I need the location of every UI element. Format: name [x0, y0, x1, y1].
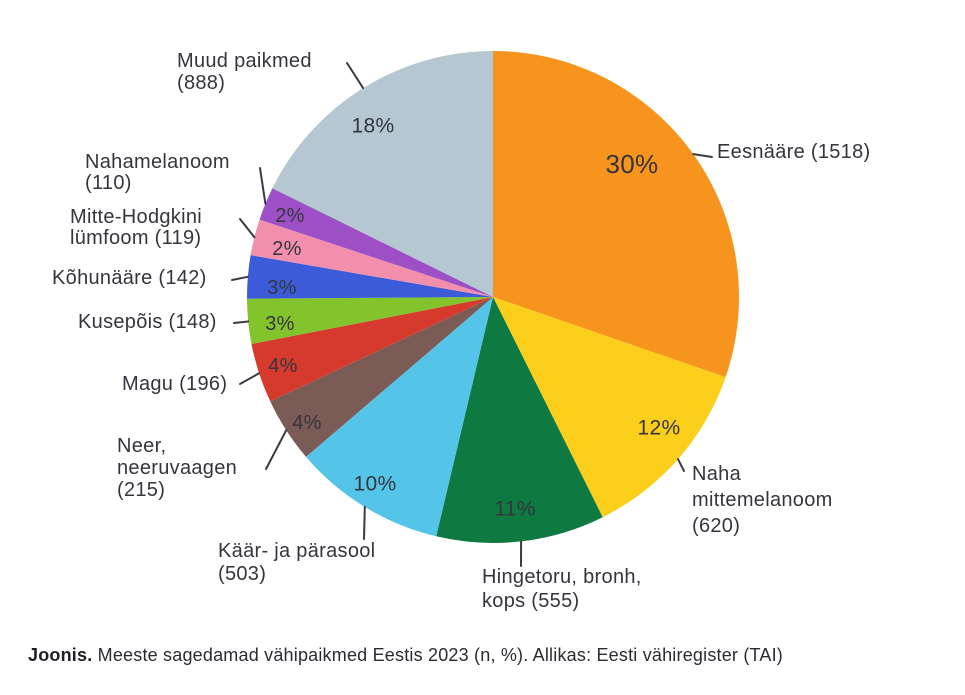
- leader-line-mitte-hodgkini-lümfoom: [239, 218, 256, 239]
- caption-prefix: Joonis.: [28, 645, 93, 665]
- pct-label-eesnääre: 30%: [606, 149, 659, 179]
- pie-slice-naha-mittemelanoom: [493, 297, 726, 518]
- leader-line-eesnääre: [692, 153, 713, 158]
- leader-line-muud-paikmed: [346, 62, 365, 90]
- figure-caption: Joonis. Meeste sagedamad vähipaikmed Ees…: [28, 645, 958, 666]
- slice-label-muud-paikmed: Muud paikmed (888): [177, 50, 312, 94]
- pct-label-muud-paikmed: 18%: [352, 114, 395, 137]
- pie-slice-kõhunääre: [246, 255, 493, 299]
- slice-label-käär-ja-pärasool: Käär- ja pärasool (503): [218, 540, 375, 585]
- leader-line-kusepõis: [233, 320, 250, 324]
- slice-label-magu: Magu (196): [122, 373, 227, 395]
- pct-label-magu: 4%: [268, 355, 298, 377]
- pct-label-naha-mittemelanoom: 12%: [638, 416, 681, 439]
- leader-line-kõhunääre: [231, 275, 249, 281]
- slices-group: [246, 51, 740, 543]
- pie-chart: 30% Eesnääre (1518) 12% Naha mittemelanoom (6…: [52, 50, 870, 612]
- pct-label-mitte-hodgkini-lümfoom: 2%: [272, 238, 302, 260]
- slice-label-kõhunääre: Kõhunääre (142): [52, 267, 207, 289]
- leader-line-magu: [239, 372, 261, 385]
- pct-label-käär-ja-pärasool: 10%: [354, 472, 397, 495]
- slice-label-nahamelanoom: Nahamelanoom (110): [85, 151, 230, 194]
- slice-label-hingetoru-bronh-kops: Hingetoru, bronh, kops (555): [482, 566, 642, 612]
- pct-label-neer-neeruvaagen: 4%: [292, 412, 322, 434]
- pct-label-kõhunääre: 3%: [267, 277, 297, 299]
- slice-label-naha-mittemelanoom: Naha mittemelanoom (620): [692, 463, 833, 537]
- pct-label-nahamelanoom: 2%: [275, 205, 305, 227]
- pie-slice-mitte-hodgkini-lümfoom: [250, 219, 493, 297]
- slice-label-kusepõis: Kusepõis (148): [78, 311, 217, 333]
- leader-line-käär-ja-pärasool: [363, 505, 366, 540]
- pie-slice-eesnääre: [493, 51, 740, 378]
- caption-text: Meeste sagedamad vähipaikmed Eestis 2023…: [92, 645, 783, 665]
- leader-line-naha-mittemelanoom: [677, 458, 685, 472]
- pct-label-hingetoru-bronh-kops: 11%: [494, 497, 535, 520]
- pie-slice-neer-neeruvaagen: [270, 297, 493, 457]
- pie-slice-käär-ja-pärasool: [306, 297, 493, 537]
- leader-line-nahamelanoom: [259, 167, 267, 205]
- leaders-group: [231, 62, 713, 567]
- pct-label-kusepõis: 3%: [265, 313, 295, 335]
- pie-slice-muud-paikmed: [272, 51, 493, 297]
- slice-label-eesnääre: Eesnääre (1518): [717, 141, 870, 163]
- pie-slice-kusepõis: [247, 297, 493, 344]
- leader-line-neer-neeruvaagen: [265, 429, 288, 470]
- pie-slice-hingetoru-bronh-kops: [436, 297, 603, 543]
- pie-slice-nahamelanoom: [259, 188, 493, 297]
- labels-group: 30% Eesnääre (1518) 12% Naha mittemelanoom (6…: [52, 50, 870, 612]
- slice-label-mitte-hodgkini-lümfoom: Mitte-Hodgkini lümfoom (119): [70, 206, 202, 249]
- pie-slice-magu: [251, 297, 493, 402]
- slice-label-neer-neeruvaagen: Neer, neeruvaagen (215): [117, 435, 237, 501]
